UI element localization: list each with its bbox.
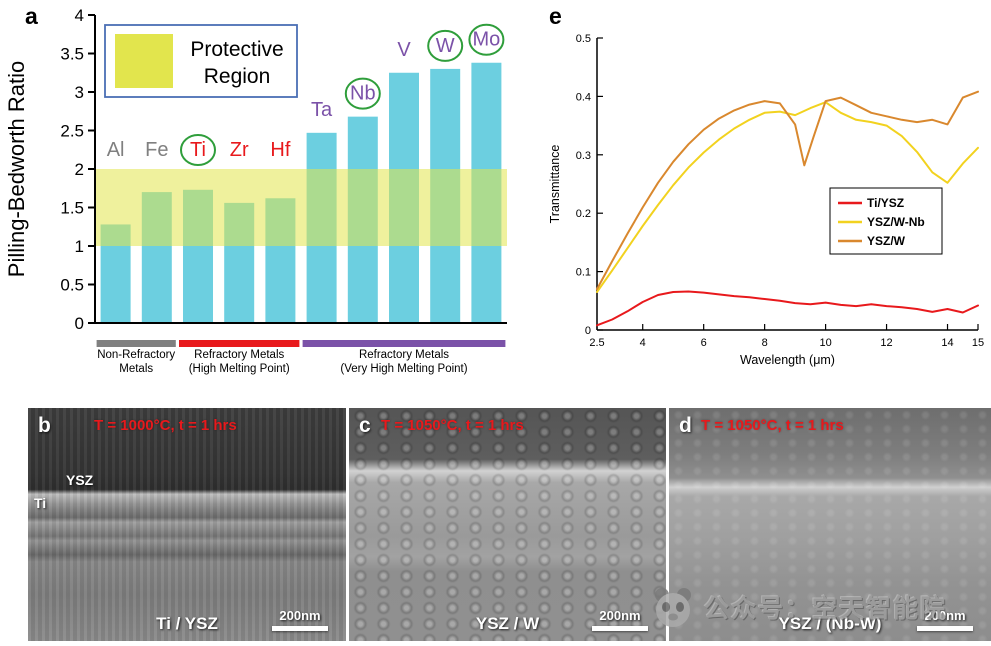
y-tick-label: 1.5 — [60, 199, 84, 218]
element-label-Hf: Hf — [270, 139, 290, 161]
selection-circle-W — [427, 29, 464, 62]
y-tick-label: 2.5 — [60, 122, 84, 141]
selection-circle-Mo — [468, 23, 505, 56]
panel-e-tag: e — [549, 3, 562, 29]
element-label-Fe: Fe — [145, 139, 168, 161]
x-tick-label: 6 — [701, 337, 707, 349]
y-tick-label: 0.5 — [60, 276, 84, 295]
scale-label: 200nm — [599, 608, 641, 623]
x-tick-label: 15 — [972, 337, 984, 349]
scale-bar-line — [592, 626, 648, 631]
scale-bar-line — [272, 626, 328, 631]
group-label-2: (Very High Melting Point) — [340, 363, 467, 375]
panel-d-tag: d — [679, 414, 692, 437]
y-tick-label: 0 — [585, 325, 591, 337]
y-tick-label: 0 — [75, 314, 84, 333]
scale-label: 200nm — [279, 608, 321, 623]
series-line-Ti/YSZ — [596, 290, 979, 327]
y-tick-label: 0.3 — [576, 150, 591, 162]
panel-d-condition: T = 1050°C, t = 1 hrs — [701, 417, 844, 434]
group-label-0: Non-Refractory — [97, 349, 175, 361]
y-tick-label: 0.2 — [576, 208, 591, 220]
y-tick-label: 3 — [75, 83, 84, 102]
watermark-text: 公众号：空天智能院 — [704, 595, 948, 623]
group-label-0: Metals — [119, 363, 153, 375]
x-tick-label: 10 — [819, 337, 831, 349]
element-label-Zr: Zr — [230, 139, 249, 161]
watermark: 公众号：空天智能院 — [652, 586, 947, 628]
y-tick-label: 0.4 — [576, 91, 591, 103]
scale-bar-line — [917, 626, 973, 631]
series-line-YSZ/W — [596, 90, 979, 291]
legend-label-Ti/YSZ: Ti/YSZ — [867, 196, 904, 210]
selection-circle-Nb — [344, 77, 381, 110]
element-label-Ti: Ti — [190, 139, 206, 161]
protective-legend-label: Region — [204, 65, 271, 88]
y-axis-title: Transmittance — [548, 145, 562, 224]
y-tick-label: 0.1 — [576, 267, 591, 279]
group-label-2: Refractory Metals — [359, 349, 449, 361]
y-tick-label: 3.5 — [60, 45, 84, 64]
x-axis-title: Wavelength (μm) — [740, 353, 835, 367]
panel-c-sem-image: c T = 1050°C, t = 1 hrs YSZ / W 200nm — [349, 408, 666, 641]
y-tick-label: 0.5 — [576, 33, 591, 45]
y-tick-label: 4 — [75, 6, 84, 25]
x-tick-label: 14 — [941, 337, 953, 349]
panel-b-tag: b — [38, 414, 51, 437]
x-tick-label: 8 — [762, 337, 768, 349]
ti-layer-label: Ti — [34, 495, 47, 511]
element-label-W: W — [436, 35, 455, 57]
element-label-V: V — [397, 39, 411, 61]
element-label-Ta: Ta — [311, 99, 333, 121]
legend-label-YSZ/W: YSZ/W — [867, 234, 906, 248]
scale-label: 200nm — [924, 608, 966, 623]
x-tick-label: 2.5 — [589, 337, 604, 349]
element-label-Al: Al — [107, 139, 125, 161]
protective-legend-swatch — [115, 34, 173, 88]
panel-d-sem-image: d T = 1050°C, t = 1 hrs YSZ / (Nb-W) 200… — [669, 408, 991, 641]
selection-circle-Ti — [180, 134, 216, 166]
panel-c-scale-bar: 200nm — [592, 608, 648, 631]
group-bar-1 — [179, 340, 300, 347]
panel-d-material-label: YSZ / (Nb-W) — [778, 614, 882, 633]
y-tick-label: 1 — [75, 237, 84, 256]
group-label-1: (High Melting Point) — [189, 363, 290, 375]
group-label-1: Refractory Metals — [194, 349, 284, 361]
element-label-Mo: Mo — [473, 29, 501, 51]
panel-b-condition: T = 1000°C, t = 1 hrs — [94, 417, 237, 434]
pilling-bedworth-bar-chart: 0 0.5 1 1.5 2 2.5 3 3.5 4 Pilling-Bedworth Ratio P… — [4, 6, 507, 375]
y-axis-title: Pilling-Bedworth Ratio — [4, 61, 29, 277]
panel-a-tag: a — [25, 3, 38, 29]
protective-legend-label: Protective — [190, 38, 283, 61]
group-bar-2 — [302, 340, 506, 347]
protective-region-band — [95, 169, 507, 246]
panel-c-tag: c — [359, 414, 371, 437]
legend-label-YSZ/W-Nb: YSZ/W-Nb — [867, 215, 925, 229]
x-tick-label: 12 — [880, 337, 892, 349]
panel-b-scale-bar: 200nm — [272, 608, 328, 631]
panel-c-material-label: YSZ / W — [475, 614, 540, 633]
ysz-layer-label: YSZ — [66, 472, 94, 488]
transmittance-line-chart: 0 0.1 0.2 0.3 0.4 0.5 2.5 4 6 8 10 12 14 15 Wavelength… — [548, 33, 984, 367]
panel-c-condition: T = 1050°C, t = 1 hrs — [381, 417, 524, 434]
y-tick-label: 2 — [75, 160, 84, 179]
panel-d-scale-bar: 200nm — [917, 608, 973, 631]
group-bar-0 — [96, 340, 176, 347]
watermark-logo-icon — [655, 588, 691, 627]
panel-b-sem-image: b T = 1000°C, t = 1 hrs YSZ Ti Ti / YSZ … — [28, 408, 346, 641]
x-tick-label: 4 — [640, 337, 646, 349]
element-label-Nb: Nb — [350, 83, 376, 105]
panel-b-material-label: Ti / YSZ — [156, 614, 218, 633]
